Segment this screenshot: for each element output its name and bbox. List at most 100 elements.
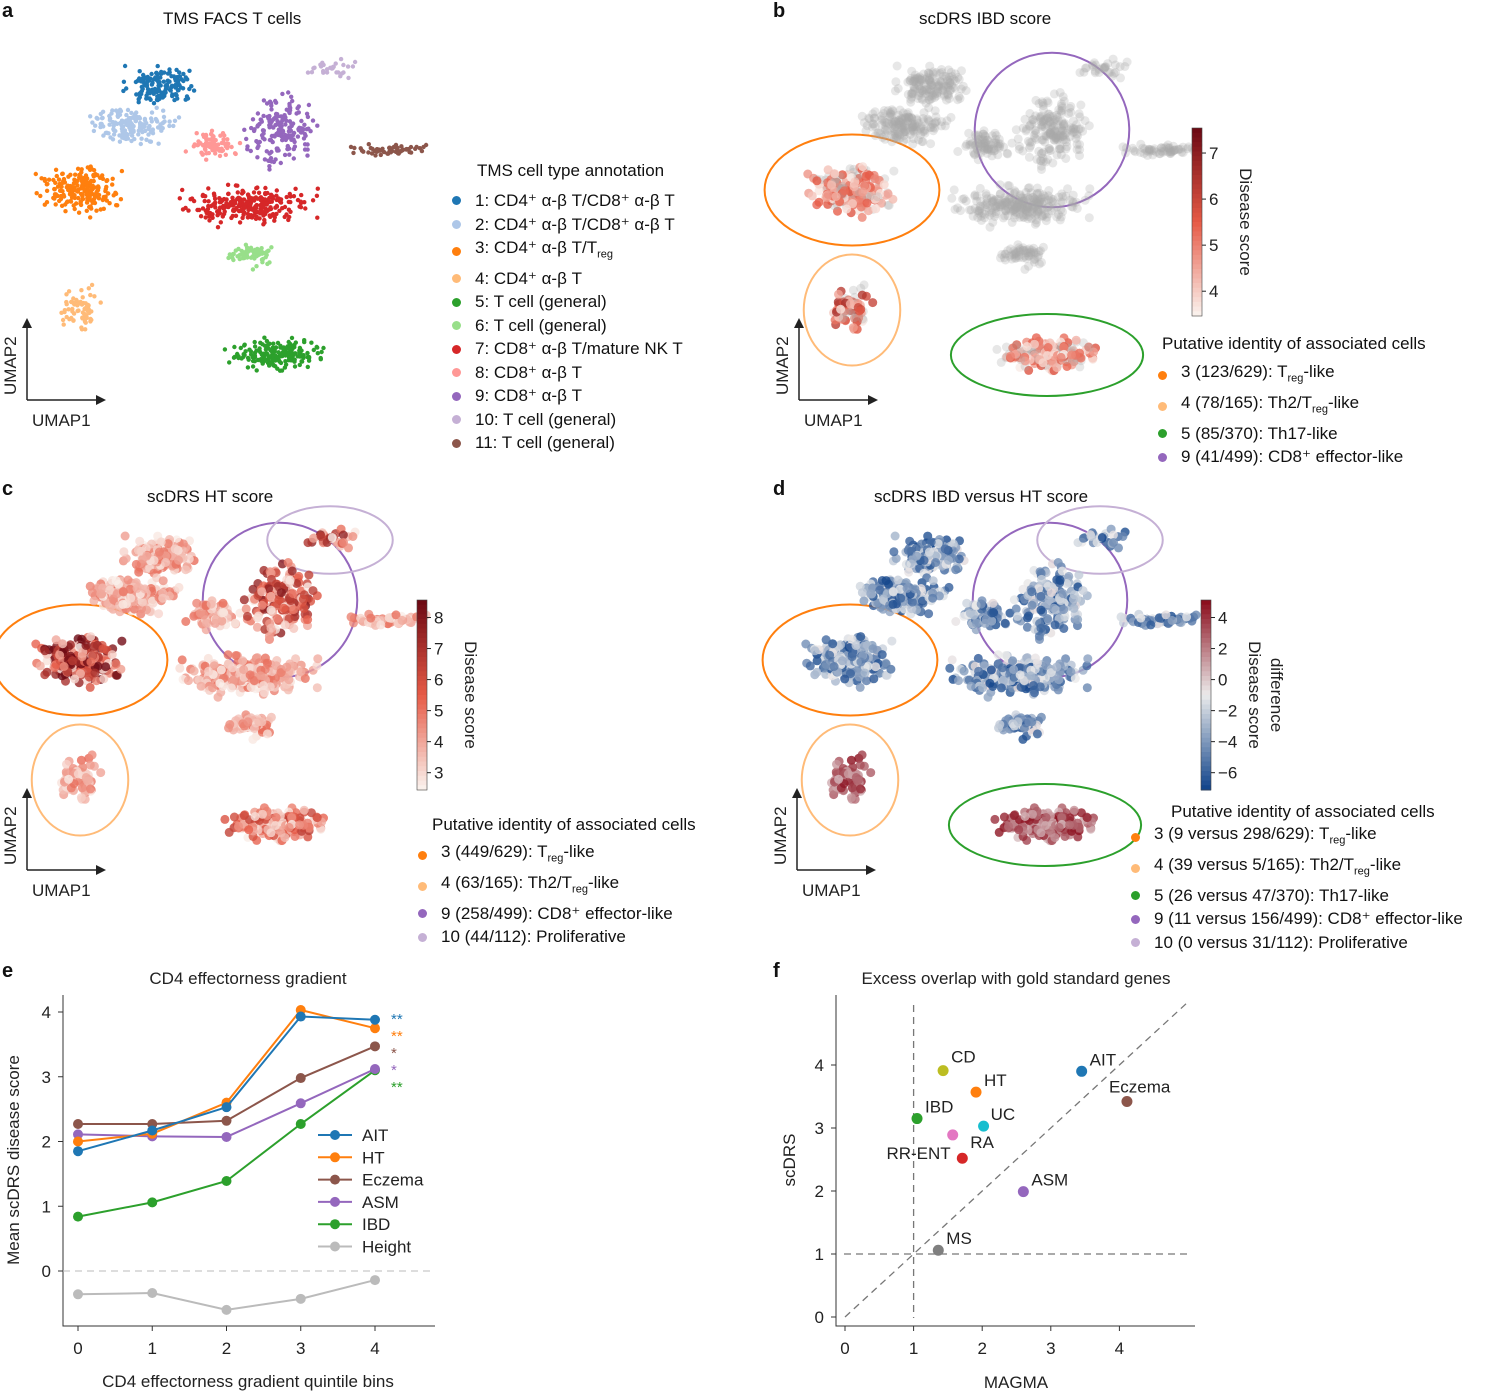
- cell-point: [273, 100, 279, 105]
- cell-point: [905, 76, 915, 86]
- cell-point: [242, 253, 247, 259]
- cell-point: [111, 126, 116, 132]
- cell-point: [890, 128, 900, 138]
- cell-point: [66, 289, 72, 294]
- cell-point: [1020, 264, 1030, 274]
- cell-point: [224, 197, 229, 202]
- cell-point: [891, 132, 901, 142]
- cell-point: [939, 91, 949, 101]
- cell-point: [927, 94, 936, 104]
- cell-point: [887, 118, 897, 128]
- cell-point: [215, 225, 221, 230]
- cell-point: [304, 570, 314, 580]
- cell-point: [149, 555, 159, 565]
- cell-point: [154, 609, 164, 619]
- cell-point: [258, 681, 268, 690]
- cell-point: [154, 97, 160, 102]
- cell-point: [278, 160, 283, 166]
- cell-point: [293, 351, 298, 356]
- cell-point: [912, 115, 922, 125]
- cell-point: [823, 165, 833, 175]
- cell-point: [886, 107, 896, 117]
- cell-point: [248, 148, 253, 154]
- cell-point: [918, 137, 928, 147]
- cell-point: [857, 212, 867, 222]
- cell-point: [920, 126, 929, 136]
- cell-point: [883, 189, 893, 199]
- cell-point: [885, 112, 895, 122]
- cell-point: [930, 93, 940, 102]
- cell-point: [53, 180, 58, 185]
- cell-point: [944, 555, 953, 565]
- cell-point: [226, 191, 231, 196]
- cell-point: [107, 113, 112, 119]
- cell-point: [947, 193, 957, 203]
- cell-point: [209, 131, 214, 137]
- cell-point: [1084, 343, 1094, 353]
- cell-point: [275, 146, 280, 151]
- cell-point: [262, 220, 267, 225]
- cell-point: [227, 360, 232, 365]
- cell-point: [84, 208, 90, 213]
- umap2-label: UMAP2: [1, 336, 20, 395]
- cell-point: [236, 354, 241, 359]
- cell-point: [909, 76, 919, 86]
- cell-point: [313, 654, 323, 664]
- cell-point: [129, 133, 135, 138]
- cell-point: [245, 215, 251, 220]
- cell-point: [268, 124, 274, 129]
- cell-point: [154, 547, 164, 557]
- cell-point: [889, 133, 899, 143]
- cell-point: [187, 86, 192, 92]
- cell-point: [315, 186, 320, 191]
- cell-point: [292, 357, 297, 362]
- cell-point: [170, 544, 180, 554]
- cell-point: [286, 146, 292, 151]
- cell-point: [255, 185, 260, 190]
- cell-point: [892, 61, 902, 71]
- cell-point: [129, 110, 134, 116]
- cell-point: [180, 187, 185, 193]
- cell-point: [1030, 211, 1040, 220]
- cell-point: [88, 189, 94, 195]
- cell-point: [186, 208, 191, 213]
- cell-point: [240, 215, 245, 221]
- cell-point: [315, 345, 320, 350]
- cell-point: [125, 107, 131, 113]
- cluster-outline: [763, 133, 941, 247]
- cell-point: [79, 302, 85, 307]
- cell-point: [57, 183, 62, 188]
- cell-point: [906, 126, 916, 136]
- cell-point: [907, 66, 917, 76]
- cell-point: [78, 201, 83, 206]
- cell-point: [103, 194, 108, 199]
- cell-point: [203, 133, 209, 139]
- cell-point: [128, 126, 133, 131]
- cell-point: [924, 92, 934, 101]
- cell-point: [1015, 247, 1025, 257]
- cell-point: [901, 113, 910, 123]
- cell-point: [71, 296, 76, 301]
- cell-point: [908, 122, 918, 132]
- cell-point: [890, 86, 900, 96]
- cell-point: [53, 202, 58, 207]
- cell-point: [262, 729, 272, 739]
- cell-point: [908, 125, 918, 135]
- cell-point: [898, 127, 908, 137]
- cell-point: [289, 352, 295, 357]
- cell-point: [288, 589, 298, 599]
- cell-point: [191, 144, 196, 149]
- cell-point: [151, 101, 157, 106]
- cell-point: [907, 122, 917, 132]
- cell-point: [245, 249, 251, 254]
- cell-point: [266, 623, 276, 633]
- cell-point: [292, 364, 298, 369]
- cell-point: [220, 214, 225, 219]
- cell-point: [173, 92, 179, 97]
- cell-point: [861, 126, 871, 136]
- cell-point: [899, 131, 909, 141]
- cell-point: [308, 129, 313, 134]
- cell-point: [286, 90, 291, 95]
- cell-point: [906, 89, 916, 99]
